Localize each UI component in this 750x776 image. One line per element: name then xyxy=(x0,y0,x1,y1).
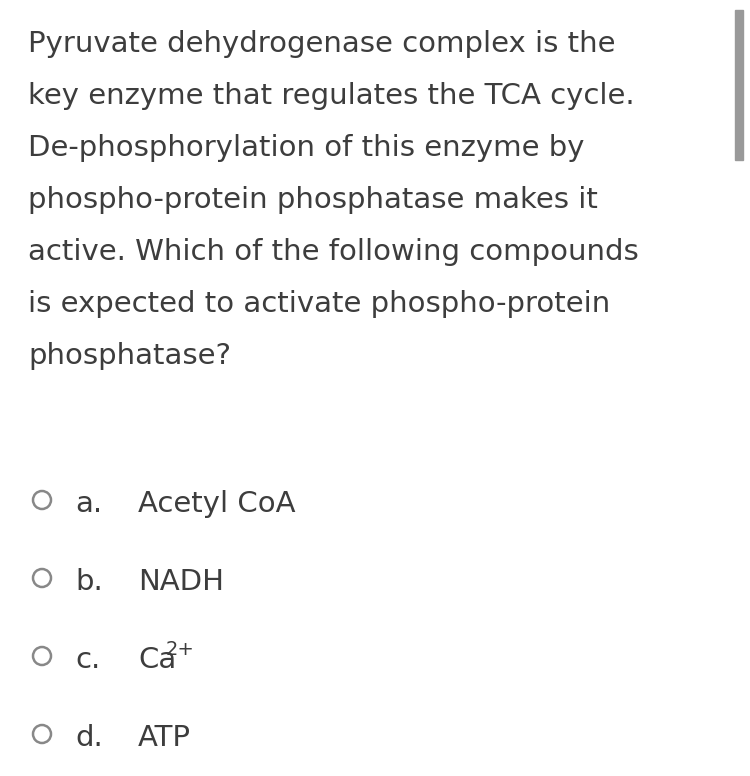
Text: NADH: NADH xyxy=(138,568,224,596)
Text: c.: c. xyxy=(75,646,100,674)
Text: Acetyl CoA: Acetyl CoA xyxy=(138,490,296,518)
Text: Ca: Ca xyxy=(138,646,176,674)
Text: d.: d. xyxy=(75,724,103,752)
Text: phosphatase?: phosphatase? xyxy=(28,342,231,370)
Text: ATP: ATP xyxy=(138,724,191,752)
Text: b.: b. xyxy=(75,568,103,596)
Text: key enzyme that regulates the TCA cycle.: key enzyme that regulates the TCA cycle. xyxy=(28,82,634,110)
Bar xyxy=(735,10,743,160)
Text: a.: a. xyxy=(75,490,102,518)
Text: is expected to activate phospho-protein: is expected to activate phospho-protein xyxy=(28,290,610,318)
Text: De-phosphorylation of this enzyme by: De-phosphorylation of this enzyme by xyxy=(28,134,584,162)
Text: phospho-protein phosphatase makes it: phospho-protein phosphatase makes it xyxy=(28,186,598,214)
Text: active. Which of the following compounds: active. Which of the following compounds xyxy=(28,238,639,266)
Text: 2+: 2+ xyxy=(166,640,195,659)
Text: Pyruvate dehydrogenase complex is the: Pyruvate dehydrogenase complex is the xyxy=(28,30,616,58)
